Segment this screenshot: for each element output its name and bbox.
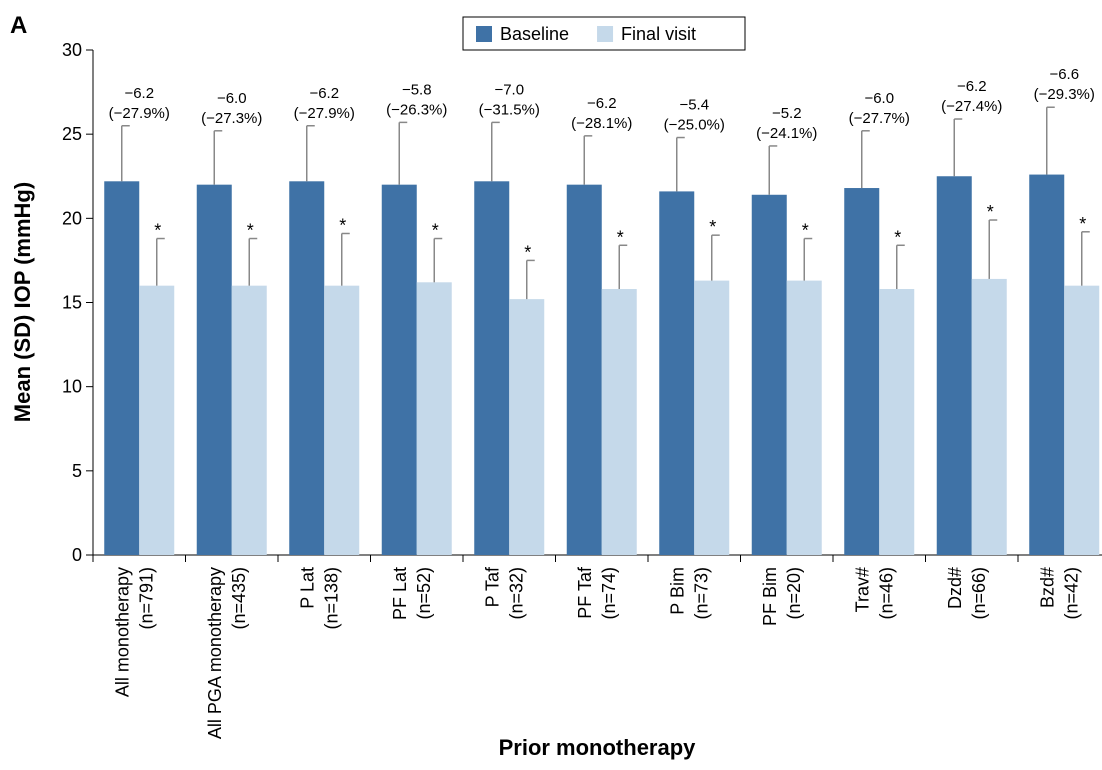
x-tick-label: P Taf xyxy=(482,566,502,607)
significance-marker: * xyxy=(154,221,161,241)
legend-swatch xyxy=(476,26,492,42)
significance-marker: * xyxy=(987,202,994,222)
significance-marker: * xyxy=(802,221,809,241)
bar xyxy=(474,181,510,556)
bar xyxy=(936,176,972,555)
change-percent: (−28.1%) xyxy=(571,115,632,132)
x-tick-label: (n=52) xyxy=(414,567,434,620)
bar xyxy=(694,280,730,555)
change-value: −5.4 xyxy=(679,97,709,114)
change-percent: (−29.3%) xyxy=(1034,86,1095,103)
bar xyxy=(601,289,637,555)
bar xyxy=(879,289,915,555)
legend-label: Final visit xyxy=(621,24,696,44)
significance-marker: * xyxy=(894,227,901,247)
significance-marker: * xyxy=(432,221,439,241)
legend-swatch xyxy=(597,26,614,42)
x-tick-label: Bzd# xyxy=(1037,567,1057,608)
x-tick-label: (n=32) xyxy=(506,567,526,620)
bar xyxy=(324,285,360,555)
x-tick-label: All monotherapy xyxy=(112,567,132,697)
change-value: −6.6 xyxy=(1049,66,1079,83)
change-percent: (−27.7%) xyxy=(849,110,910,127)
panel-label: A xyxy=(10,12,27,39)
change-value: −5.2 xyxy=(772,105,802,122)
change-percent: (−31.5%) xyxy=(479,101,540,118)
x-tick-label: PF Bim xyxy=(760,567,780,626)
bar xyxy=(381,184,417,555)
change-percent: (−27.9%) xyxy=(109,105,170,122)
x-tick-label: P Lat xyxy=(297,567,317,609)
bar xyxy=(844,188,880,556)
significance-marker: * xyxy=(339,215,346,235)
significance-marker: * xyxy=(709,217,716,237)
x-tick-label: (n=66) xyxy=(969,567,989,620)
x-tick-label: Dzd# xyxy=(945,567,965,609)
bar xyxy=(659,191,695,555)
x-tick-label: All PGA monotherapy xyxy=(205,567,225,739)
x-tick-label: Trav# xyxy=(852,567,872,612)
bar xyxy=(196,184,232,555)
y-tick-label: 10 xyxy=(62,377,82,397)
x-tick-label: (n=138) xyxy=(321,567,341,630)
y-tick-label: 25 xyxy=(62,124,82,144)
change-value: −6.2 xyxy=(309,85,339,102)
legend: Baseline Final visit xyxy=(462,16,746,51)
x-tick-label: P Bim xyxy=(667,567,687,615)
change-value: −6.2 xyxy=(587,95,617,112)
significance-marker: * xyxy=(524,242,531,262)
x-tick-label: (n=74) xyxy=(599,567,619,620)
bar xyxy=(231,285,267,555)
change-percent: (−27.4%) xyxy=(941,98,1002,115)
bar xyxy=(104,181,140,556)
change-percent: (−24.1%) xyxy=(756,125,817,142)
y-tick-label: 15 xyxy=(62,293,82,313)
x-tick-label: (n=435) xyxy=(229,567,249,630)
bar xyxy=(1064,285,1100,555)
change-value: −6.2 xyxy=(124,85,154,102)
bar xyxy=(289,181,325,556)
bar xyxy=(1029,174,1065,556)
x-tick-label: (n=42) xyxy=(1061,567,1081,620)
change-value: −6.0 xyxy=(217,90,247,107)
bar xyxy=(416,282,452,555)
x-tick-label: PF Taf xyxy=(575,566,595,619)
change-percent: (−27.3%) xyxy=(201,110,262,127)
change-value: −5.8 xyxy=(402,81,432,98)
x-axis-title: Prior monotherapy xyxy=(499,735,697,760)
y-tick-label: 5 xyxy=(72,461,82,481)
bar xyxy=(971,278,1007,555)
bar xyxy=(139,285,175,555)
change-percent: (−27.9%) xyxy=(294,105,355,122)
significance-marker: * xyxy=(247,221,254,241)
bar xyxy=(786,280,822,555)
y-tick-label: 30 xyxy=(62,40,82,60)
change-percent: (−26.3%) xyxy=(386,101,447,118)
y-axis-title: Mean (SD) IOP (mmHg) xyxy=(10,182,35,422)
x-tick-label: (n=20) xyxy=(784,567,804,620)
legend-label: Baseline xyxy=(500,24,569,44)
x-tick-label: (n=73) xyxy=(691,567,711,620)
bar xyxy=(509,299,545,555)
significance-marker: * xyxy=(617,227,624,247)
change-value: −6.2 xyxy=(957,78,987,95)
significance-marker: * xyxy=(1079,214,1086,234)
bar xyxy=(566,184,602,555)
change-percent: (−25.0%) xyxy=(664,117,725,134)
y-tick-label: 20 xyxy=(62,208,82,228)
bar xyxy=(751,194,787,555)
x-tick-label: PF Lat xyxy=(390,567,410,620)
change-value: −6.0 xyxy=(864,90,894,107)
x-tick-label: (n=46) xyxy=(876,567,896,620)
change-value: −7.0 xyxy=(494,81,524,98)
x-tick-label: (n=791) xyxy=(136,567,156,630)
y-tick-label: 0 xyxy=(72,545,82,565)
